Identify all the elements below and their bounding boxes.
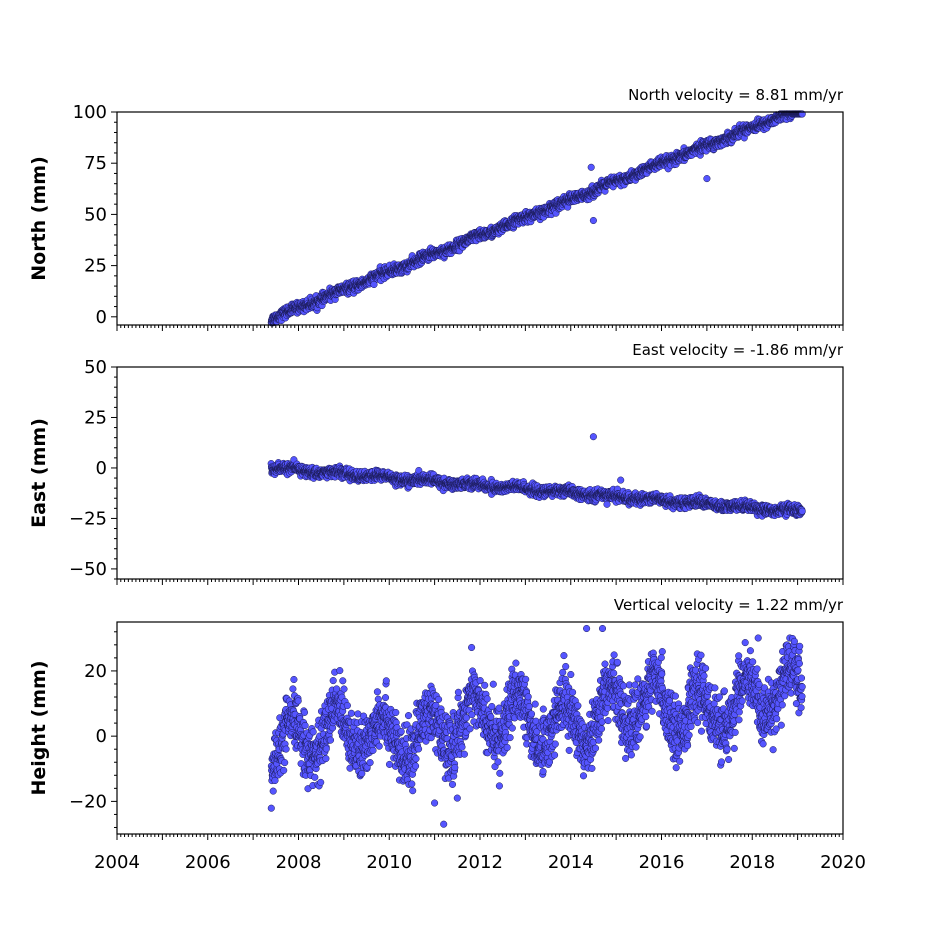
outlier-point [589,216,597,225]
y-axis-label: East (mm) [28,418,50,528]
panel-subtitle: North velocity = 8.81 mm/yr [628,86,844,104]
y-tick-label: 50 [84,204,107,225]
data-points [267,110,806,327]
outlier-point [703,175,711,183]
outlier-point [587,163,595,171]
y-tick-label: 0 [96,307,107,328]
north-panel: North velocity = 8.81 mm/yr North (mm) 0 25… [28,86,844,331]
y-tick-label: 25 [84,256,107,277]
data-points [267,433,806,520]
y-tick-label: 100 [73,102,107,123]
y-axis-label: North (mm) [28,156,50,281]
panel-subtitle: East velocity = -1.86 mm/yr [632,341,844,359]
y-tick-label: 75 [84,153,107,174]
